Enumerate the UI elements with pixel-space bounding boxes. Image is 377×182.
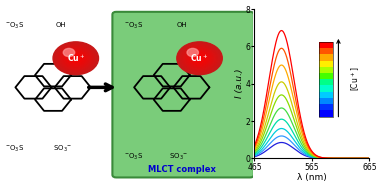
Bar	[319, 54, 333, 61]
Circle shape	[185, 48, 214, 69]
Circle shape	[186, 48, 213, 68]
Circle shape	[177, 42, 222, 75]
Bar	[319, 73, 333, 79]
Bar	[319, 104, 333, 110]
Circle shape	[61, 48, 90, 69]
FancyBboxPatch shape	[112, 12, 254, 177]
Circle shape	[182, 46, 217, 70]
Circle shape	[74, 57, 78, 60]
X-axis label: λ (nm): λ (nm)	[297, 173, 327, 182]
Text: OH: OH	[177, 23, 187, 28]
Bar	[319, 110, 333, 116]
Text: [Cu$^+$]: [Cu$^+$]	[350, 67, 362, 91]
Circle shape	[60, 47, 92, 70]
Circle shape	[193, 53, 206, 63]
Text: OH: OH	[55, 23, 66, 28]
Circle shape	[197, 57, 202, 60]
Circle shape	[184, 47, 216, 70]
Text: MLCT complex: MLCT complex	[148, 165, 216, 174]
Circle shape	[53, 42, 98, 75]
Circle shape	[196, 56, 203, 61]
Bar	[319, 42, 333, 116]
Bar	[319, 92, 333, 98]
Circle shape	[63, 49, 88, 67]
Circle shape	[69, 53, 83, 63]
Circle shape	[63, 48, 75, 57]
Text: $^{-}$O$_3$S: $^{-}$O$_3$S	[124, 20, 143, 31]
Bar	[319, 42, 333, 48]
Circle shape	[181, 45, 218, 71]
Circle shape	[180, 44, 219, 72]
Circle shape	[64, 50, 87, 66]
Circle shape	[178, 43, 221, 74]
Text: SO$_3$$^{-}$: SO$_3$$^{-}$	[169, 151, 188, 162]
Circle shape	[62, 48, 89, 68]
Circle shape	[68, 52, 84, 64]
Circle shape	[179, 43, 220, 73]
Bar	[319, 98, 333, 104]
Circle shape	[59, 46, 93, 70]
Circle shape	[72, 56, 79, 61]
Circle shape	[189, 51, 210, 66]
Text: $^{-}$O$_3$S: $^{-}$O$_3$S	[5, 20, 25, 31]
Circle shape	[187, 48, 198, 57]
Text: Cu$^+$: Cu$^+$	[67, 52, 85, 64]
Text: $^{-}$O$_3$S: $^{-}$O$_3$S	[124, 151, 143, 162]
Circle shape	[188, 50, 211, 66]
Circle shape	[54, 43, 97, 74]
Circle shape	[67, 52, 85, 65]
Circle shape	[58, 45, 94, 71]
Circle shape	[192, 52, 207, 64]
Circle shape	[194, 54, 205, 62]
Circle shape	[198, 57, 201, 59]
Circle shape	[187, 49, 212, 67]
Bar	[319, 86, 333, 92]
Text: Cu$^+$: Cu$^+$	[190, 52, 208, 64]
Circle shape	[195, 55, 204, 62]
Bar	[319, 61, 333, 67]
Text: $^{-}$O$_3$S: $^{-}$O$_3$S	[5, 144, 25, 154]
Circle shape	[190, 52, 208, 65]
Text: SO$_3$$^{-}$: SO$_3$$^{-}$	[53, 144, 72, 154]
Circle shape	[57, 44, 95, 72]
Bar	[319, 79, 333, 86]
Circle shape	[55, 43, 96, 73]
Bar	[319, 67, 333, 73]
Y-axis label: I (a.u.): I (a.u.)	[235, 69, 244, 98]
Circle shape	[71, 55, 80, 62]
Bar	[319, 48, 333, 54]
Circle shape	[66, 51, 86, 66]
Circle shape	[75, 57, 77, 59]
Circle shape	[70, 54, 81, 62]
